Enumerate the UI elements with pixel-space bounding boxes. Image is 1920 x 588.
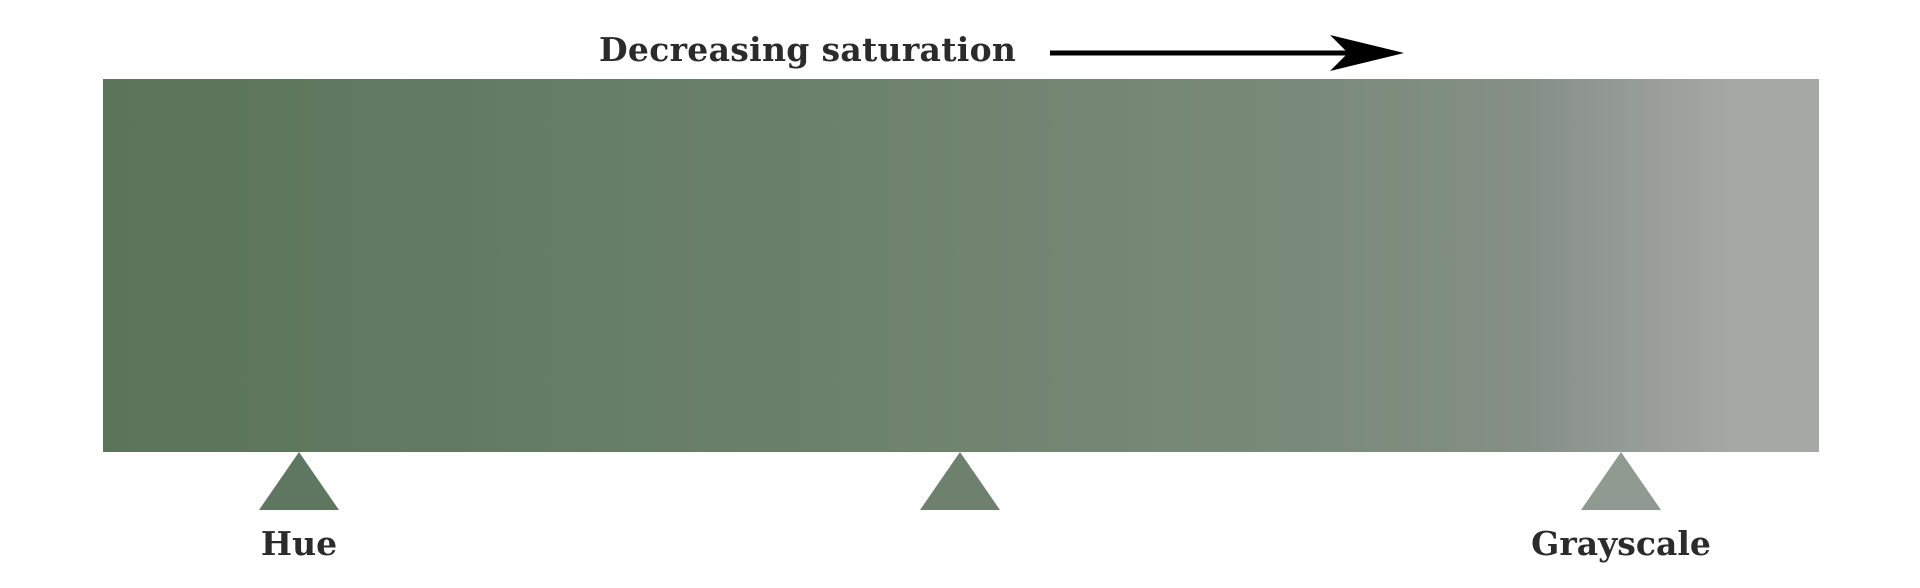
title-row: Decreasing saturation <box>0 0 1920 80</box>
marker-label-grayscale: Grayscale <box>1531 524 1711 563</box>
gradient-fill <box>103 79 1819 452</box>
marker-grayscale <box>1581 452 1661 510</box>
marker-label-hue: Hue <box>260 524 338 563</box>
saturation-gradient-bar <box>103 79 1819 452</box>
marker-hue <box>259 452 339 510</box>
arrow-right-icon <box>1050 35 1404 71</box>
marker-midpoint <box>920 452 1000 510</box>
triangle-marker-icon <box>920 452 1000 510</box>
triangle-marker-icon <box>1581 452 1661 510</box>
diagram-title: Decreasing saturation <box>599 30 1017 69</box>
triangle-marker-icon <box>259 452 339 510</box>
